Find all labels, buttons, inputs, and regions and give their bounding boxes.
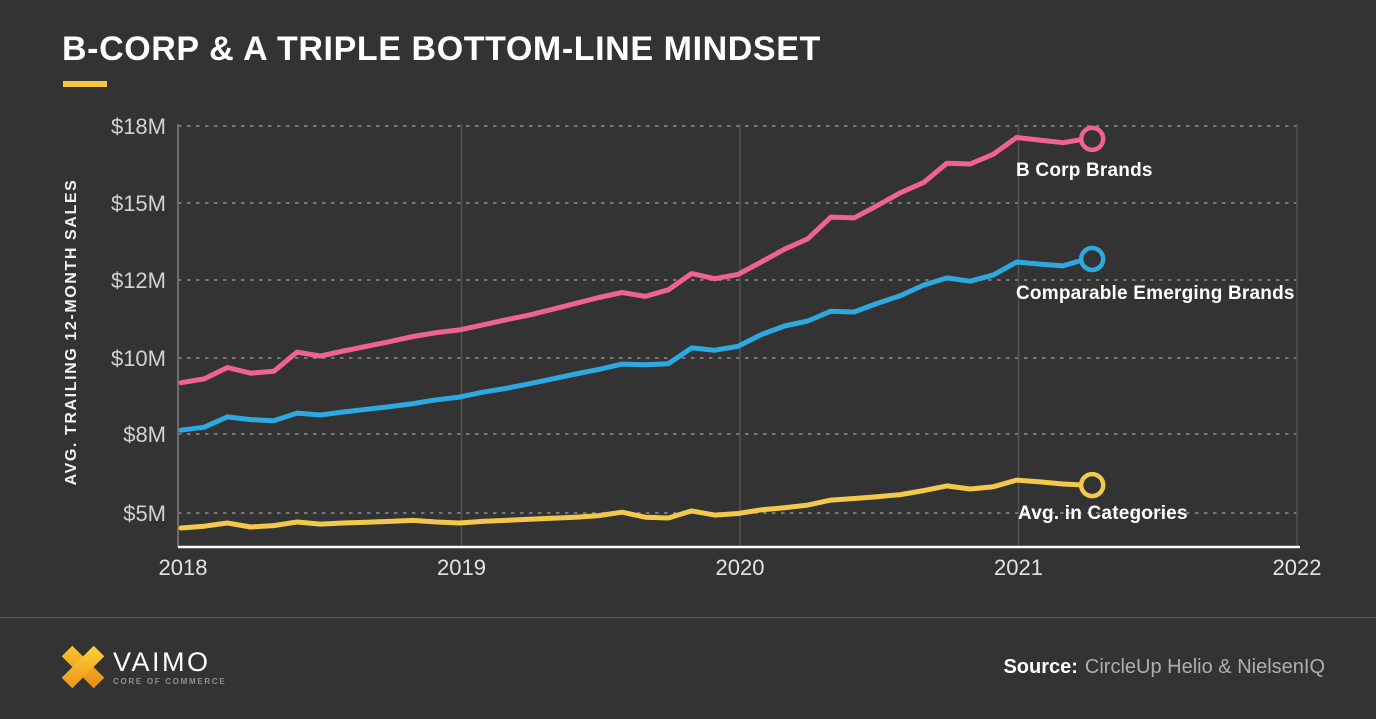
y-tick-label: $5M bbox=[123, 501, 166, 526]
series-line-avg-in-categories bbox=[178, 477, 1089, 531]
series-label-comparable-emerging-brands: Comparable Emerging Brands bbox=[1016, 283, 1295, 304]
y-tick-label: $12M bbox=[111, 268, 166, 293]
series-end-marker-comparable-emerging-brands bbox=[1078, 245, 1106, 273]
vaimo-tagline: CORE OF COMMERCE bbox=[113, 676, 227, 686]
x-tick-label: 2022 bbox=[1273, 555, 1322, 580]
source-label: Source: bbox=[1003, 656, 1078, 678]
x-tick-label: 2019 bbox=[437, 555, 486, 580]
footer-divider bbox=[0, 617, 1376, 618]
vaimo-wordmark: VAIMO CORE OF COMMERCE bbox=[113, 646, 227, 686]
y-tick-label: $15M bbox=[111, 191, 166, 216]
series-line-b-corp-brands bbox=[178, 135, 1089, 386]
series-line-comparable-emerging-brands bbox=[178, 256, 1089, 433]
y-tick-label: $8M bbox=[123, 422, 166, 447]
source-value: CircleUp Helio & NielsenIQ bbox=[1084, 656, 1325, 678]
source-line: Source: CircleUp Helio & NielsenIQ bbox=[1003, 656, 1325, 679]
vaimo-logo: VAIMO CORE OF COMMERCE bbox=[60, 643, 226, 691]
title-accent-bar bbox=[63, 81, 107, 87]
series-label-b-corp-brands: B Corp Brands bbox=[1016, 160, 1153, 181]
vaimo-x-icon bbox=[61, 645, 105, 689]
series-label-avg-in-categories: Avg. in Categories bbox=[1018, 503, 1188, 524]
x-tick-label: 2021 bbox=[994, 555, 1043, 580]
series-end-marker-b-corp-brands bbox=[1078, 125, 1106, 153]
x-tick-label: 2020 bbox=[716, 555, 765, 580]
y-tick-label: $10M bbox=[111, 346, 166, 371]
y-tick-label: $18M bbox=[111, 114, 166, 139]
vaimo-brand-text: VAIMO bbox=[113, 646, 211, 677]
x-tick-label: 2018 bbox=[159, 555, 208, 580]
series-end-marker-avg-in-categories bbox=[1078, 471, 1106, 499]
page-title: B-CORP & A TRIPLE BOTTOM-LINE MINDSET bbox=[62, 30, 821, 68]
